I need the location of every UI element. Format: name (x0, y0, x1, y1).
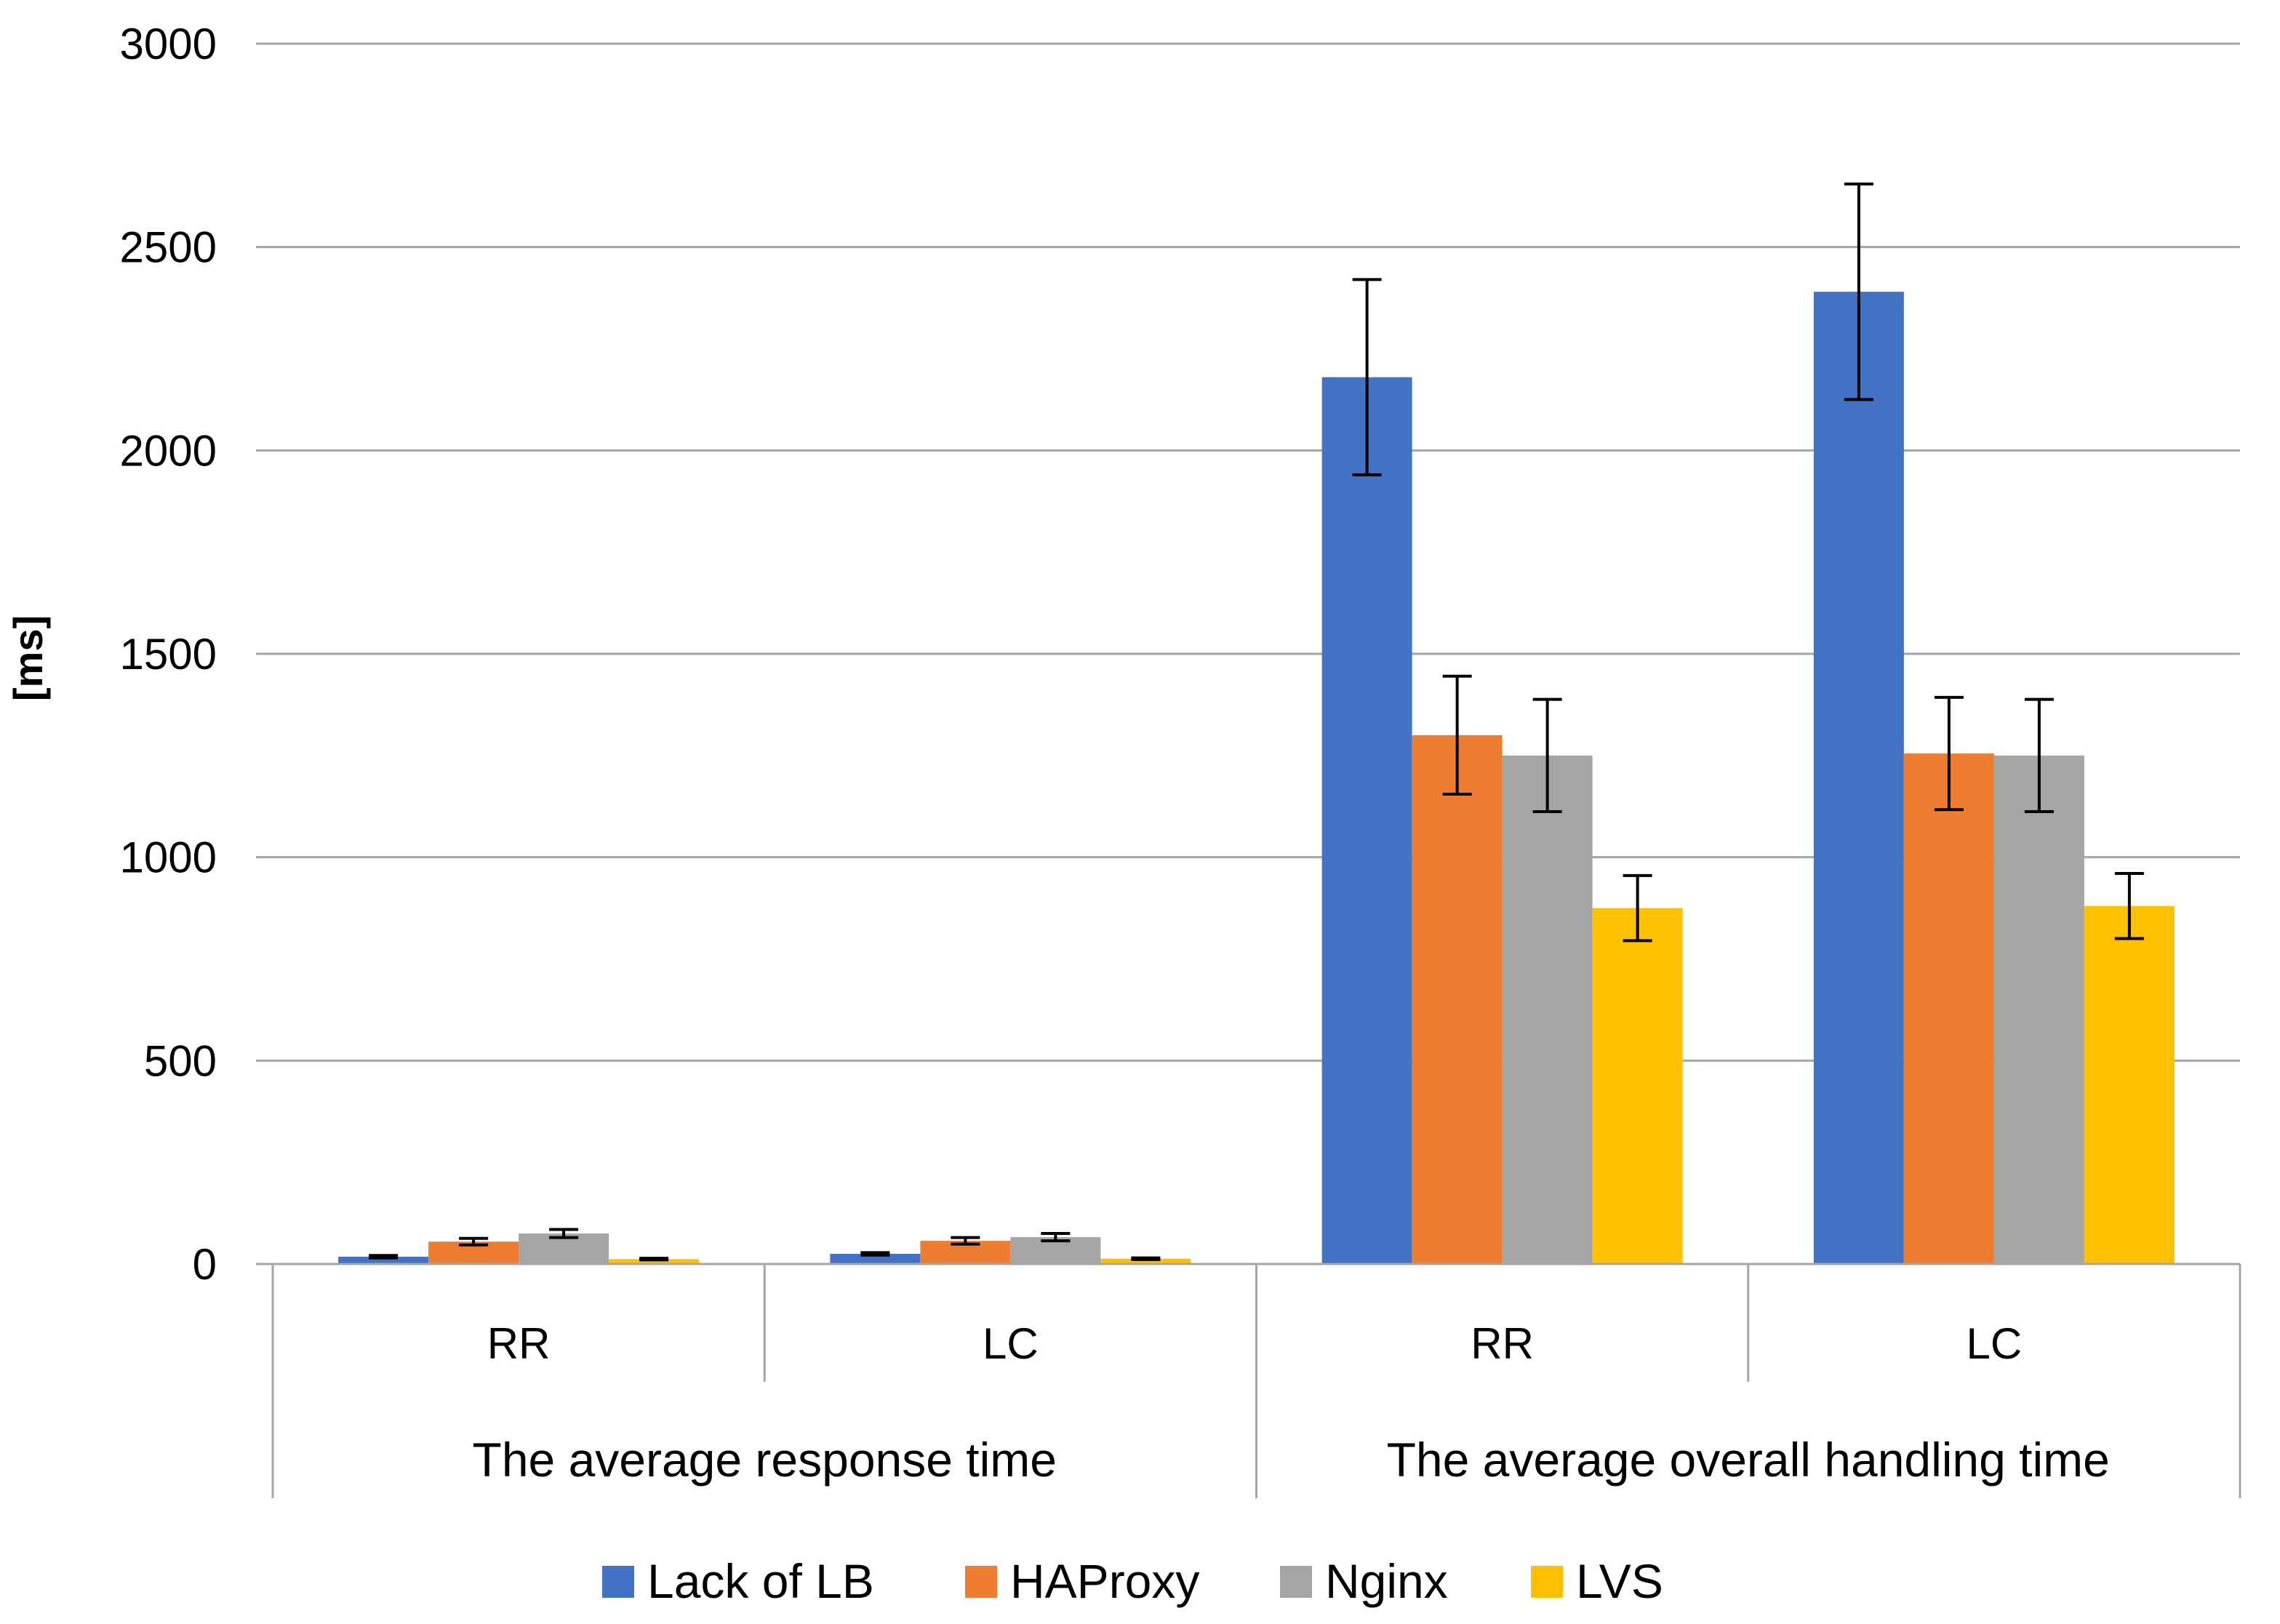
group-label: The average response time (473, 1433, 1057, 1487)
legend-swatch (1531, 1566, 1563, 1598)
bar (1903, 753, 1994, 1264)
y-axis-ticks: 0 500 1000 1500 2000 2500 3000 (120, 20, 217, 1289)
bar (1321, 377, 1412, 1264)
error-bars (369, 182, 2144, 1262)
bar (609, 1259, 700, 1264)
gridlines (256, 42, 2240, 1265)
legend: Lack of LB HAProxy Nginx LVS (602, 1554, 1663, 1608)
y-tick-label: 0 (193, 1240, 217, 1289)
bar (830, 1254, 921, 1264)
legend-label: HAProxy (1010, 1554, 1199, 1608)
legend-swatch (602, 1566, 634, 1598)
legend-swatch (965, 1566, 997, 1598)
y-tick-label: 3000 (120, 20, 217, 68)
y-tick-label: 1500 (120, 630, 217, 679)
category-label: LC (983, 1319, 1039, 1368)
bar (1412, 735, 1503, 1264)
group-label: The average overall handling time (1387, 1433, 2110, 1487)
bar (1813, 292, 1904, 1264)
bar (1100, 1258, 1191, 1264)
category-label: RR (487, 1319, 551, 1368)
legend-swatch (1280, 1566, 1312, 1598)
bar (2084, 905, 2175, 1264)
category-label: LC (1967, 1319, 2023, 1368)
legend-label: Nginx (1325, 1554, 1448, 1608)
category-axis: RR LC RR LC The average response time The ave… (271, 1263, 2241, 1498)
y-tick-label: 2000 (120, 426, 217, 475)
y-tick-label: 500 (144, 1036, 217, 1085)
y-axis-label: [ms] (5, 615, 51, 701)
bar (1993, 755, 2084, 1264)
bars (338, 292, 2175, 1264)
legend-label: Lack of LB (647, 1554, 874, 1608)
bar (1502, 755, 1593, 1264)
y-tick-label: 1000 (120, 833, 217, 882)
category-label: RR (1471, 1319, 1534, 1368)
bar (1592, 908, 1683, 1264)
y-tick-label: 2500 (120, 223, 217, 272)
legend-label: LVS (1576, 1554, 1663, 1608)
bar (338, 1256, 429, 1264)
